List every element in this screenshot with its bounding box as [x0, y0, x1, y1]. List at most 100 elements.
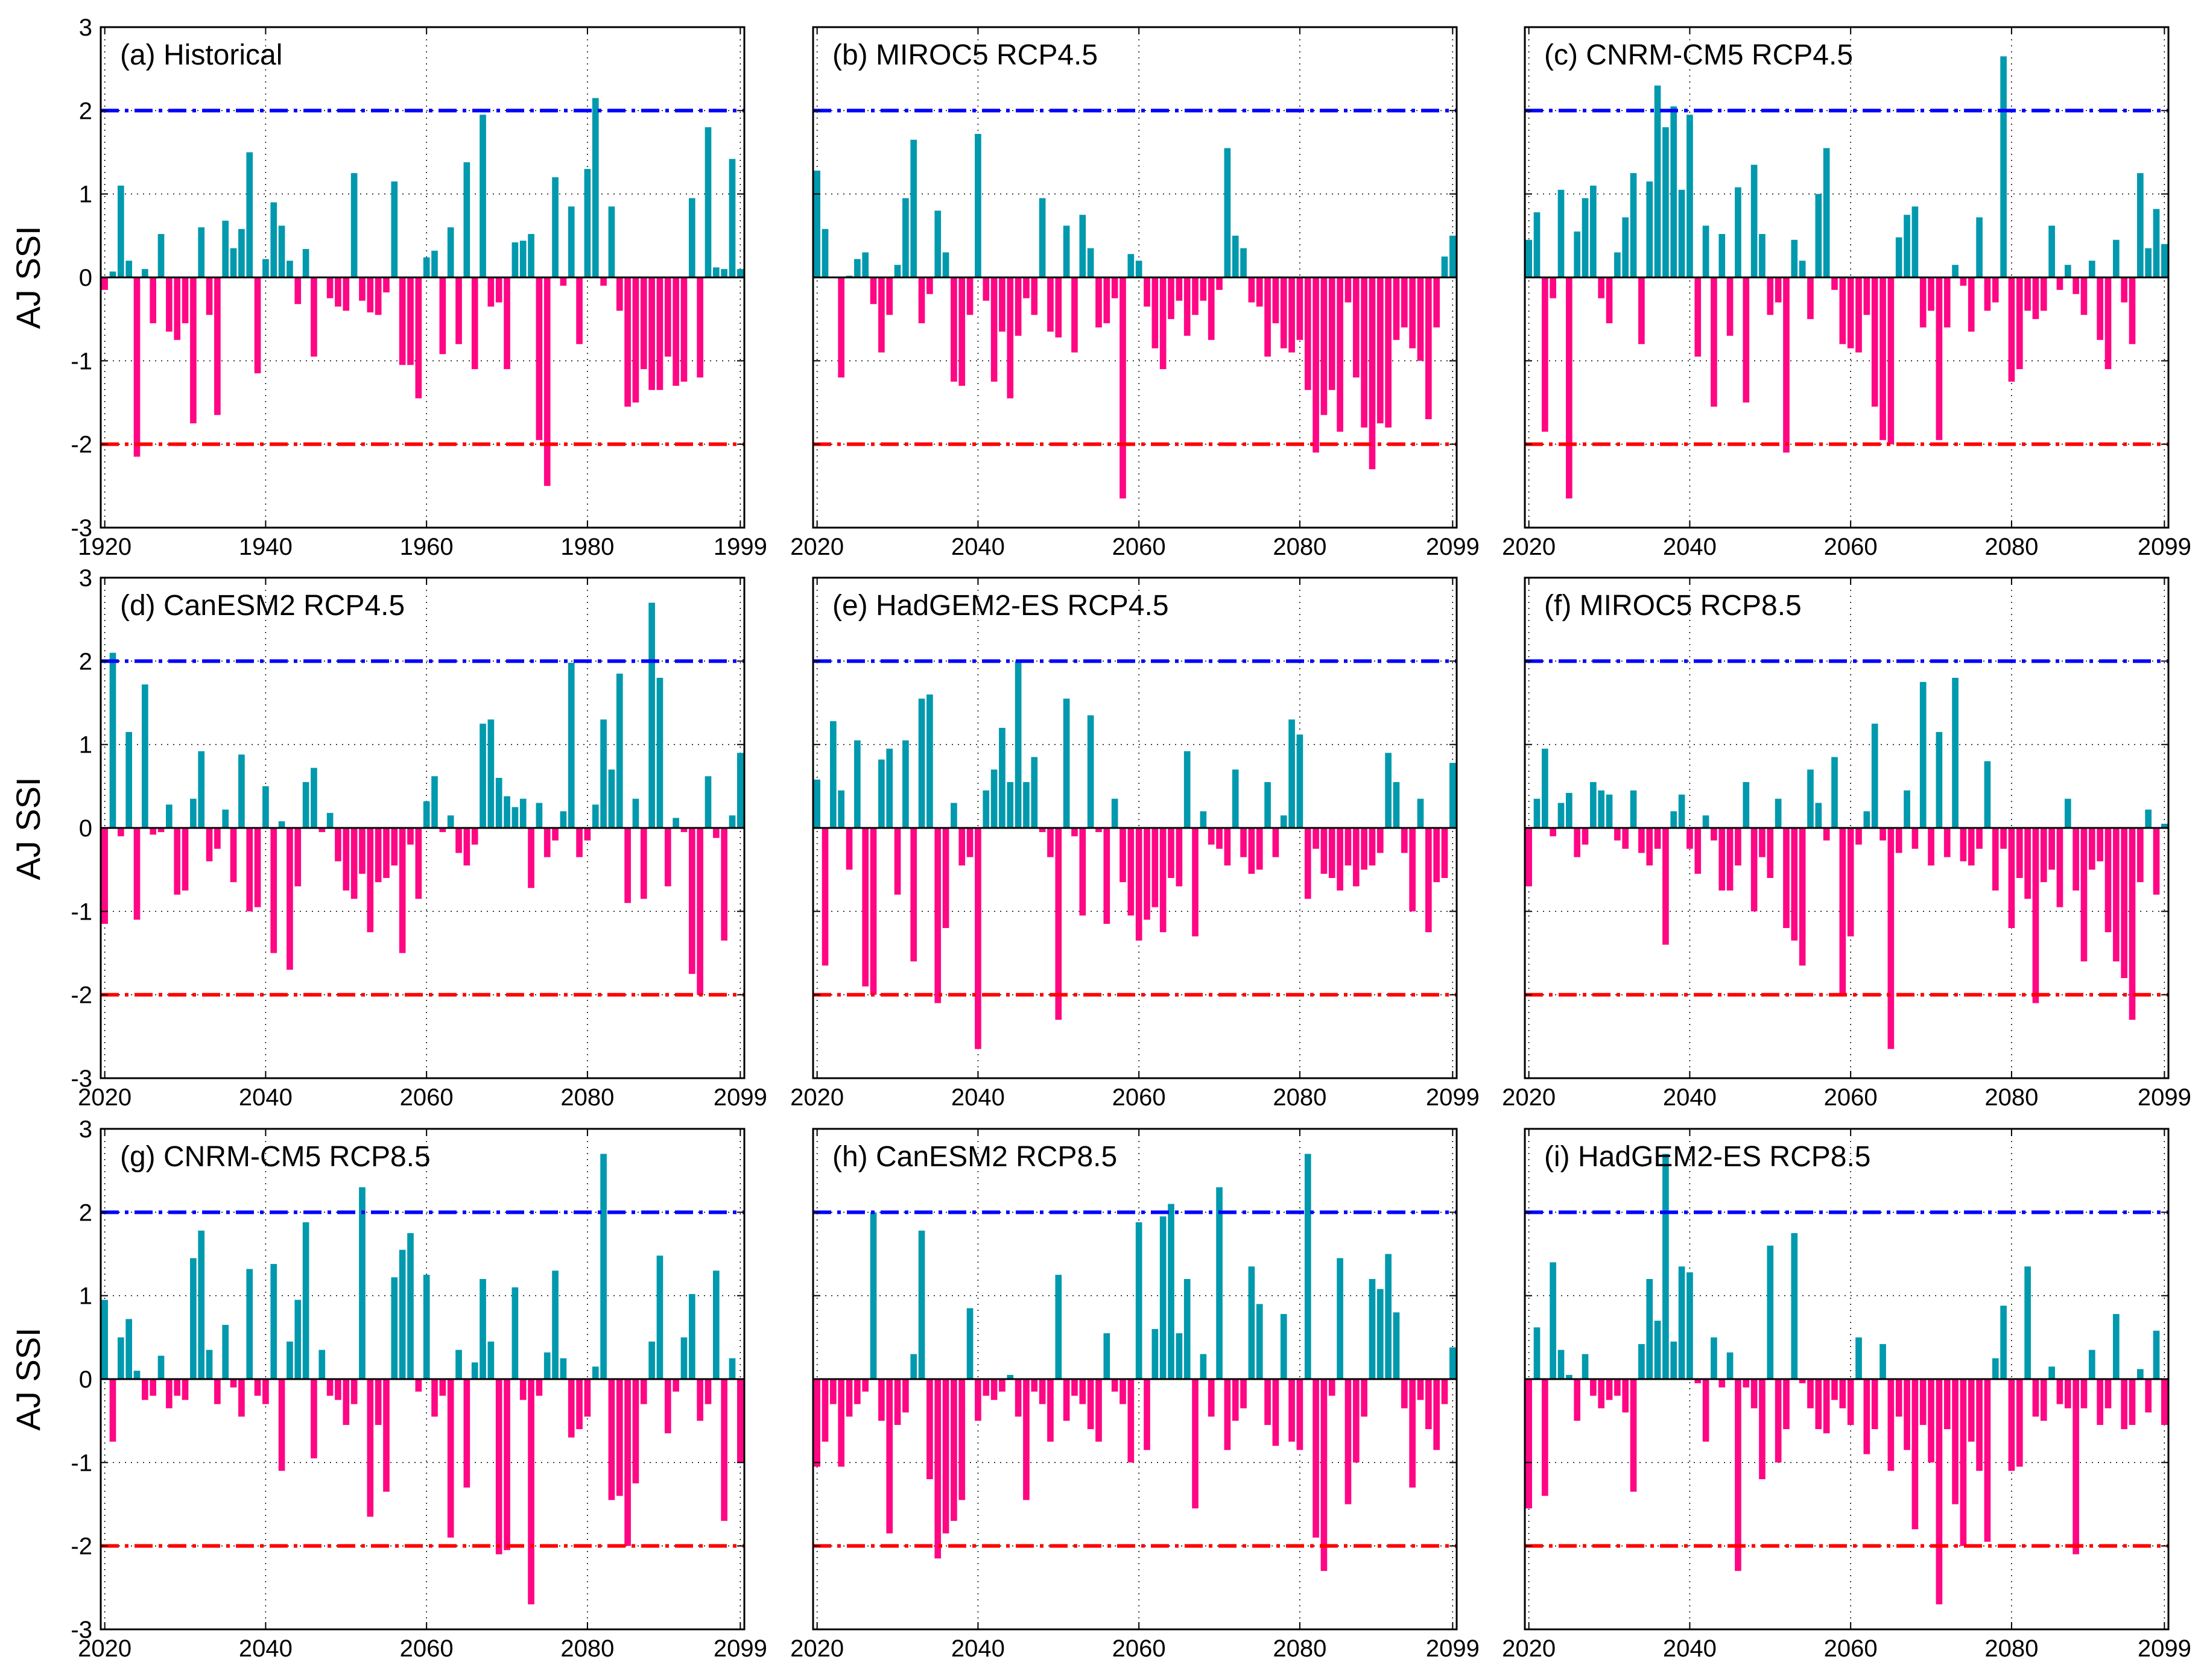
bar-positive: [1304, 1154, 1311, 1379]
bar-positive: [568, 206, 575, 277]
bar-negative: [359, 828, 366, 874]
bar-negative: [1120, 828, 1126, 882]
bar-positive: [1566, 792, 1572, 828]
bar-negative: [736, 1379, 744, 1463]
bar-positive: [1638, 1344, 1645, 1379]
bar-positive: [447, 227, 454, 277]
bar-positive: [1662, 127, 1669, 277]
bar-positive: [480, 724, 486, 828]
bar-positive: [2145, 248, 2152, 277]
bar-negative: [2080, 1379, 2088, 1409]
bar-positive: [560, 811, 567, 828]
bar-positive: [431, 250, 438, 277]
bar-negative: [1831, 277, 1838, 290]
x-tick-label: 1920: [78, 534, 131, 560]
bar-negative: [166, 277, 173, 332]
bar-positive: [190, 1258, 197, 1379]
bar-negative: [471, 277, 478, 370]
bar-negative: [664, 828, 671, 886]
bar-negative: [1256, 277, 1263, 307]
bar-negative: [1296, 277, 1303, 340]
bar-negative: [1328, 828, 1335, 878]
panel-f: 2020 2040 2060 2080 2099 (f) MIROC5 RCP8.5: [1502, 576, 2191, 1111]
bar-positive: [1686, 115, 1693, 277]
bar-negative: [1079, 1379, 1086, 1404]
bars: [814, 134, 1456, 499]
bar-positive: [1831, 757, 1838, 828]
x-tick-label: 2040: [1663, 1084, 1717, 1111]
bar-negative: [680, 828, 688, 832]
bar-negative: [1015, 277, 1022, 336]
bar-negative: [1702, 1379, 1709, 1442]
bar-negative: [2032, 277, 2039, 320]
bar-negative: [1441, 828, 1448, 878]
bar-negative: [1352, 828, 1360, 886]
bar-positive: [222, 809, 229, 828]
bar-negative: [1960, 277, 1967, 286]
bar-positive: [1557, 189, 1565, 277]
bar-negative: [1574, 1379, 1581, 1421]
y-tick-label: 0: [79, 1366, 92, 1393]
bar-positive: [1031, 757, 1038, 828]
ticks: 2020 2040 2060 2080 2099: [790, 1128, 1480, 1662]
bar-negative: [174, 277, 181, 340]
bar-negative: [1401, 1379, 1408, 1409]
x-tick-label: 2080: [1984, 1084, 2038, 1111]
bar-negative: [463, 828, 470, 866]
bar-negative: [966, 828, 974, 857]
bar-negative: [584, 828, 591, 841]
bar-negative: [999, 277, 1005, 332]
bar-negative: [2112, 828, 2120, 962]
bar-positive: [423, 1275, 430, 1379]
panels-container: 1920 1940 1960 1980 1999 -3 -2 -1 0 1 2 3 (a) Histor…: [71, 14, 2191, 1662]
ticks: 2020 2040 2060 2080 2099: [1502, 27, 2191, 560]
bar-negative: [2016, 277, 2023, 370]
panel-title: (c) CNRM-CM5 RCP4.5: [1544, 39, 1853, 71]
bar-negative: [326, 277, 334, 298]
bar-positive: [814, 779, 821, 828]
bar-negative: [1328, 1379, 1335, 1396]
bar-negative: [2024, 828, 2031, 899]
bar-positive: [2024, 1266, 2031, 1379]
bar-negative: [1111, 277, 1118, 298]
bar-negative: [958, 828, 966, 866]
bar-negative: [894, 828, 901, 895]
x-tick-label: 2060: [1824, 534, 1878, 560]
bar-positive: [1919, 681, 1927, 828]
bar-positive: [1823, 148, 1830, 277]
bar-negative: [407, 277, 414, 365]
bar-negative: [942, 828, 949, 928]
bar-negative: [343, 277, 350, 311]
bar-negative: [926, 277, 933, 294]
bar-positive: [910, 139, 917, 277]
bar-negative: [238, 1379, 245, 1417]
bar-positive: [2112, 1314, 2120, 1379]
bar-negative: [862, 828, 869, 987]
bar-negative: [1525, 828, 1533, 886]
ticks: 2020 2040 2060 2080 2099 -3 -2 -1 0 1 2 3: [71, 1116, 767, 1662]
bar-positive: [592, 804, 599, 828]
y-tick-label: -1: [71, 348, 92, 374]
panel-title: (e) HadGEM2-ES RCP4.5: [832, 590, 1169, 622]
bar-positive: [1984, 761, 1991, 828]
bar-positive: [838, 790, 845, 828]
bar-positive: [222, 1325, 229, 1379]
x-tick-label: 2080: [560, 1084, 614, 1111]
bar-positive: [157, 234, 165, 277]
bar-negative: [902, 1379, 909, 1413]
bar-negative: [1880, 828, 1886, 841]
y-tick-label: -3: [71, 515, 92, 542]
bar-negative: [182, 828, 189, 891]
bar-negative: [1120, 1379, 1126, 1404]
bar-negative: [1943, 277, 1951, 327]
panel-d: 2020 2040 2060 2080 2099 -3 -2 -1 0 1 2 3 (d) CanESM…: [71, 565, 767, 1111]
bar-negative: [1823, 828, 1830, 841]
bar-negative: [182, 1379, 189, 1400]
bar-negative: [1582, 828, 1589, 845]
bar-negative: [150, 828, 157, 835]
bar-positive: [1855, 1337, 1862, 1379]
bar-negative: [552, 828, 559, 841]
bar-negative: [133, 277, 141, 457]
bar-negative: [1871, 1379, 1878, 1429]
x-tick-label: 2040: [951, 534, 1005, 560]
